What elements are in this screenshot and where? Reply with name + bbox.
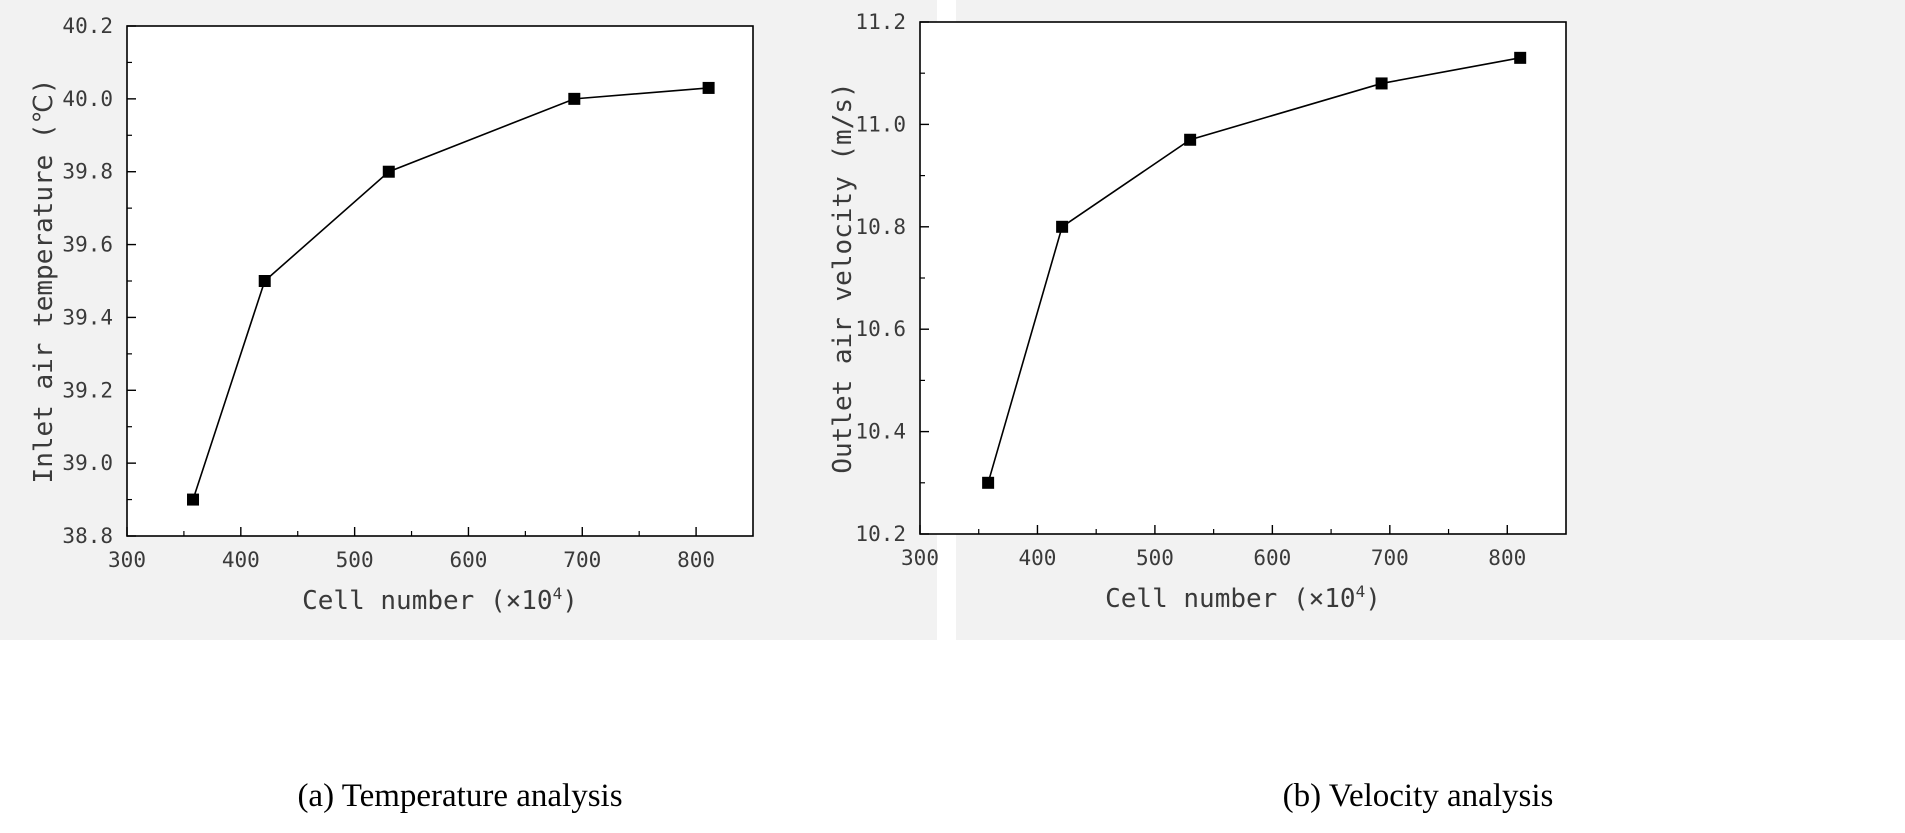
temperature-x-tick-label: 500: [336, 548, 374, 572]
caption-velocity-analysis: (b) Velocity analysis: [1282, 778, 1554, 814]
temperature-y-tick-label: 38.8: [62, 524, 113, 548]
chart-panel-velocity: 300 400 500 600 700 800 10.2 10.4 10.6 10.8 11.0 11…: [828, 0, 1905, 640]
velocity-y-axis-title: Outlet air velocity (m/s): [828, 82, 858, 473]
temperature-x-tick-label: 600: [449, 548, 487, 572]
velocity-y-tick-label: 10.2: [855, 522, 906, 546]
temperature-y-tick-label: 39.6: [62, 233, 113, 257]
velocity-data-point: [1184, 133, 1197, 146]
velocity-x-tick-label: 800: [1488, 546, 1526, 570]
velocity-x-tick-label: 700: [1371, 546, 1409, 570]
chart-panel-temperature: 300 400 500 600 700 800 38.8 39.0 39.2 39.4 39.6 39…: [0, 0, 937, 640]
velocity-data-point: [982, 476, 995, 489]
temperature-chart: 300 400 500 600 700 800 38.8 39.0 39.2 39.4 39.6 39…: [29, 14, 754, 616]
temperature-y-tick-label: 40.0: [62, 87, 113, 111]
caption-temperature-analysis: (a) Temperature analysis: [297, 778, 623, 814]
velocity-x-tick-label: 300: [901, 546, 939, 570]
temperature-data-point: [382, 165, 395, 178]
temperature-data-point: [702, 81, 715, 94]
velocity-y-tick-label: 10.6: [855, 317, 906, 341]
velocity-x-axis-title: Cell number (×104): [1105, 582, 1381, 614]
velocity-plot-frame: [919, 21, 1567, 535]
temperature-data-point: [568, 92, 581, 105]
temperature-data-point: [187, 493, 200, 506]
temperature-y-tick-label: 39.2: [62, 378, 113, 402]
temperature-data-point: [258, 275, 271, 287]
temperature-x-tick-label: 300: [108, 548, 146, 572]
temperature-x-tick-label: 400: [222, 548, 260, 572]
velocity-y-tick-label: 10.4: [855, 420, 906, 444]
velocity-y-tick-label: 10.8: [855, 215, 906, 239]
velocity-y-tick-label: 11.0: [855, 112, 906, 136]
velocity-x-tick-label: 600: [1253, 546, 1291, 570]
velocity-y-tick-label: 11.2: [855, 10, 906, 34]
velocity-data-point: [1375, 77, 1388, 90]
temperature-y-tick-label: 40.2: [62, 14, 113, 38]
temperature-x-tick-label: 800: [677, 548, 715, 572]
velocity-data-point: [1514, 51, 1527, 64]
temperature-y-axis-title: Inlet air temperature (℃): [29, 79, 59, 484]
velocity-x-tick-label: 500: [1136, 546, 1174, 570]
velocity-chart: 300 400 500 600 700 800 10.2 10.4 10.6 10.8 11.0 11…: [828, 0, 1905, 640]
velocity-data-point: [1056, 220, 1069, 233]
temperature-plot-frame: [126, 25, 754, 537]
temperature-x-tick-label: 700: [563, 548, 601, 572]
velocity-x-tick-label: 400: [1018, 546, 1056, 570]
temperature-y-tick-label: 39.0: [62, 451, 113, 475]
temperature-y-tick-label: 39.8: [62, 160, 113, 184]
temperature-x-axis-title: Cell number (×104): [302, 584, 578, 616]
temperature-y-tick-label: 39.4: [62, 305, 113, 329]
